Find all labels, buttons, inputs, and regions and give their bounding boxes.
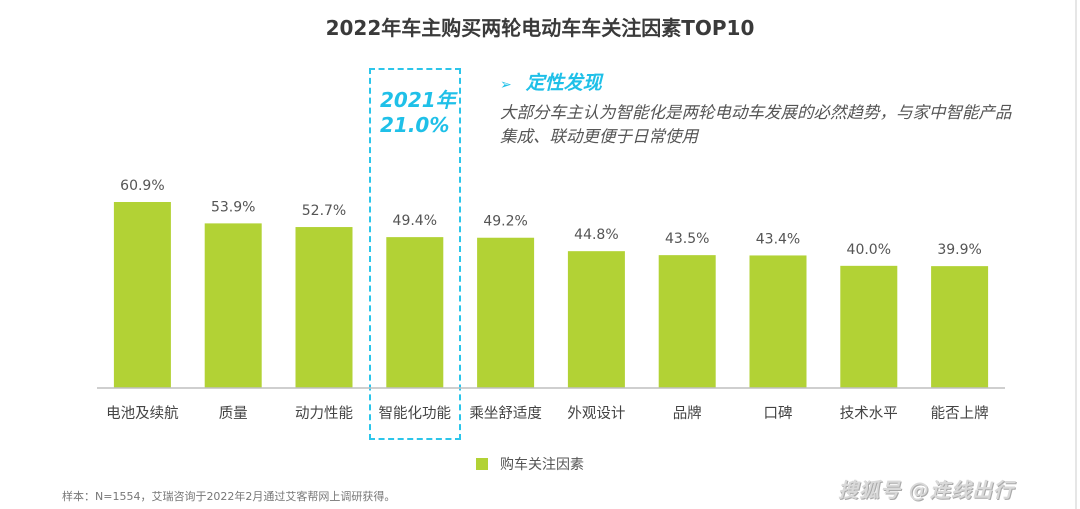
category-label-6: 品牌: [673, 405, 702, 422]
bar-5: [567, 251, 625, 388]
category-label-3: 智能化功能: [379, 405, 452, 422]
findings-heading: ➢ 定性发现: [500, 68, 602, 95]
bar-1: [204, 223, 262, 388]
category-label-9: 能否上牌: [931, 405, 989, 422]
chart-title: 2022年车主购买两轮电动车车关注因素TOP10: [325, 16, 755, 40]
value-labels-group: 60.9% 53.9% 52.7% 49.4% 49.2% 44.8% 43.5% 43.4%…: [120, 178, 982, 258]
bar-3: [386, 237, 444, 388]
watermark: 搜狐号 @连线出行: [838, 478, 1014, 502]
arrow-icon: ➢: [500, 77, 512, 93]
category-label-2: 动力性能: [295, 405, 353, 422]
category-labels-group: 电池及续航 质量 动力性能 智能化功能 乘坐舒适度 外观设计 品牌 口碑 技术水平 能否上牌: [106, 405, 988, 422]
bar-8: [840, 265, 898, 388]
value-label-0: 60.9%: [120, 178, 164, 194]
value-label-8: 40.0%: [847, 242, 891, 258]
highlight-annotation: 2021年 21.0%: [380, 88, 456, 138]
category-label-0: 电池及续航: [106, 405, 179, 422]
value-label-1: 53.9%: [211, 199, 255, 215]
bars-group: [113, 202, 989, 388]
bar-6: [658, 255, 716, 388]
category-label-5: 外观设计: [567, 405, 625, 422]
bar-9: [931, 266, 989, 388]
category-label-4: 乘坐舒适度: [469, 405, 542, 422]
value-label-6: 43.5%: [665, 231, 709, 247]
bar-2: [295, 227, 353, 388]
category-label-7: 口碑: [764, 405, 793, 422]
findings-heading-text: 定性发现: [525, 72, 602, 94]
bar-7: [749, 255, 807, 388]
legend-swatch: [476, 458, 488, 470]
value-label-2: 52.7%: [302, 203, 346, 219]
footnote: 样本：N=1554，艾瑞咨询于2022年2月通过艾客帮网上调研获得。: [62, 490, 396, 503]
category-label-1: 质量: [219, 405, 248, 422]
legend-label: 购车关注因素: [500, 457, 584, 473]
bar-4: [477, 237, 535, 388]
value-label-3: 49.4%: [393, 213, 437, 229]
edge-divider: [1075, 0, 1077, 509]
highlight-box: [369, 68, 461, 440]
bar-0: [113, 202, 171, 388]
value-label-5: 44.8%: [574, 227, 618, 243]
findings-body: 大部分车主认为智能化是两轮电动车发展的必然趋势，与家中智能产品集成、联动更便于日…: [500, 103, 1012, 146]
value-label-7: 43.4%: [756, 231, 800, 247]
value-label-4: 49.2%: [483, 214, 527, 230]
category-label-8: 技术水平: [840, 405, 898, 422]
annotation-value: 21.0%: [380, 113, 450, 137]
value-label-9: 39.9%: [937, 242, 981, 258]
annotation-year: 2021年: [380, 88, 456, 112]
legend: 购车关注因素: [476, 454, 584, 474]
